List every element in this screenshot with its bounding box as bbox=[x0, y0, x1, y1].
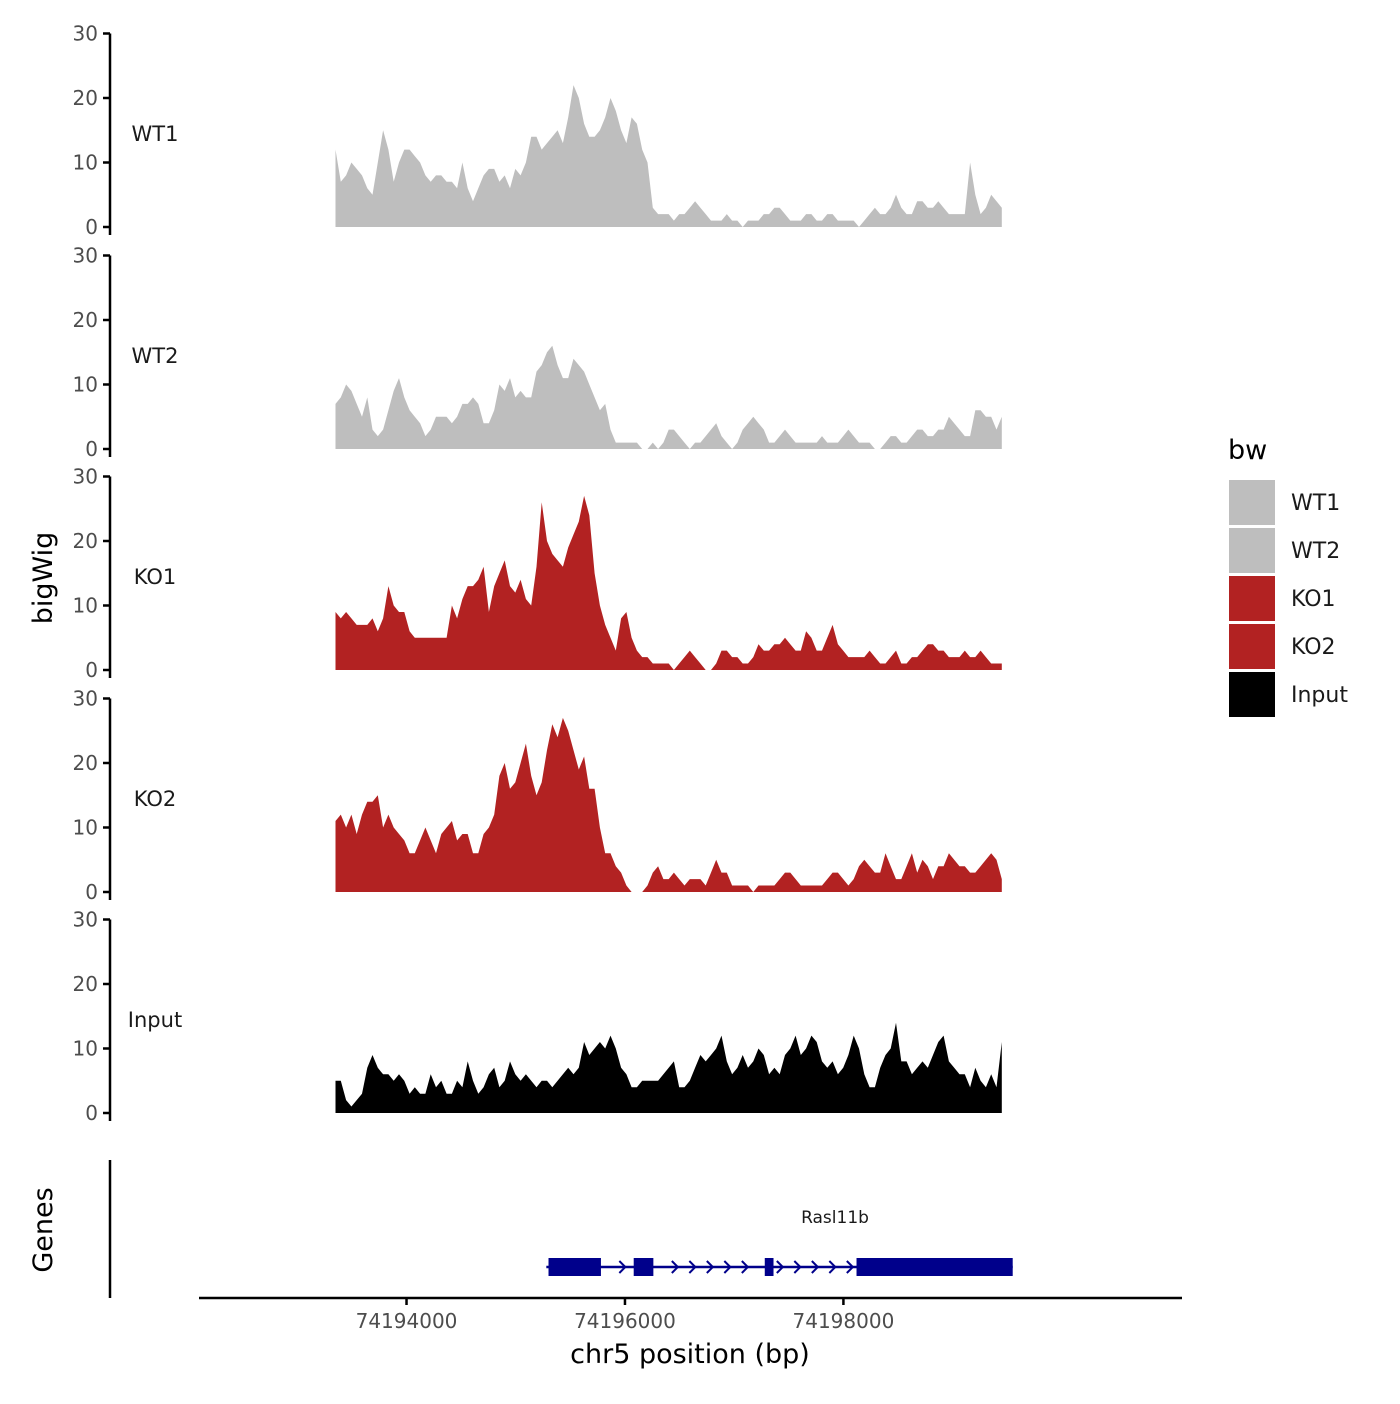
gene-exon-2 bbox=[633, 1258, 654, 1276]
gene-strand-arrow bbox=[618, 1260, 627, 1274]
area-ko2 bbox=[335, 717, 1002, 892]
gene-strand-arrow bbox=[723, 1260, 732, 1274]
gene-strand-arrow bbox=[846, 1260, 855, 1274]
gene-strand-arrow bbox=[811, 1260, 820, 1274]
legend: bw WT1 WT2 KO1 KO2 Input bbox=[1228, 435, 1348, 717]
x-tick-label-74196000: 74196000 bbox=[574, 1309, 676, 1333]
y-tick-label-ko2-10: 10 bbox=[73, 816, 98, 840]
track-input: 0 10 20 30 Input bbox=[73, 908, 1002, 1125]
y-tick-label-input-10: 10 bbox=[73, 1037, 98, 1061]
y-tick-label-wt2-0: 0 bbox=[85, 437, 98, 461]
y-tick-label-input-0: 0 bbox=[85, 1101, 98, 1125]
gene-strand-arrow bbox=[741, 1260, 750, 1274]
x-tick-label-74194000: 74194000 bbox=[356, 1309, 458, 1333]
track-label-wt1: WT1 bbox=[132, 122, 179, 146]
y-tick-label-ko1-20: 20 bbox=[73, 529, 98, 553]
x-tick-label-74198000: 74198000 bbox=[793, 1309, 895, 1333]
y-tick-label-wt1-10: 10 bbox=[73, 151, 98, 175]
track-wt2: 0 10 20 30 WT2 bbox=[73, 244, 1002, 461]
legend-label-ko2: KO2 bbox=[1291, 635, 1336, 660]
track-label-ko2: KO2 bbox=[134, 787, 177, 811]
y-tick-label-wt1-30: 30 bbox=[73, 22, 98, 46]
track-label-wt2: WT2 bbox=[132, 344, 179, 368]
y-tick-label-input-20: 20 bbox=[73, 972, 98, 996]
x-axis: 74194000 74196000 74198000 bbox=[199, 1296, 1182, 1333]
track-ko1: 0 10 20 30 KO1 bbox=[73, 465, 1002, 682]
legend-label-wt2: WT2 bbox=[1291, 539, 1340, 564]
y-tick-label-ko2-20: 20 bbox=[73, 751, 98, 775]
legend-label-wt1: WT1 bbox=[1291, 491, 1340, 516]
gene-strand-arrow bbox=[793, 1260, 802, 1274]
y-tick-label-wt1-0: 0 bbox=[85, 215, 98, 239]
area-wt1 bbox=[335, 85, 1002, 227]
y-tick-label-wt2-10: 10 bbox=[73, 373, 98, 397]
legend-key-wt1 bbox=[1229, 480, 1275, 525]
gene-model-rasl11b bbox=[546, 1258, 1013, 1276]
y-tick-label-ko2-30: 30 bbox=[73, 687, 98, 711]
gene-label-rasl11b: Rasl11b bbox=[801, 1208, 869, 1228]
tracks-group: 0 10 20 30 WT1 0 10 20 30 WT2 0 10 20 30 KO1 0 10 20 30 KO2… bbox=[73, 22, 1002, 1125]
gene-strand-arrow bbox=[688, 1260, 697, 1274]
y-tick-label-wt2-30: 30 bbox=[73, 244, 98, 268]
gene-exon-1 bbox=[548, 1258, 601, 1276]
gene-exon-4 bbox=[856, 1258, 1013, 1276]
gene-strand-arrow bbox=[828, 1260, 837, 1274]
track-label-ko1: KO1 bbox=[134, 565, 177, 589]
y-tick-label-ko2-0: 0 bbox=[85, 880, 98, 904]
y-tick-label-input-30: 30 bbox=[73, 908, 98, 932]
legend-key-input bbox=[1229, 672, 1275, 717]
gene-exon-3 bbox=[764, 1258, 774, 1276]
legend-key-wt2 bbox=[1229, 528, 1275, 573]
y-tick-label-wt2-20: 20 bbox=[73, 308, 98, 332]
track-wt1: 0 10 20 30 WT1 bbox=[73, 22, 1002, 239]
track-ko2: 0 10 20 30 KO2 bbox=[73, 687, 1002, 904]
x-axis-title: chr5 position (bp) bbox=[570, 1339, 810, 1370]
legend-label-input: Input bbox=[1291, 683, 1348, 708]
genes-axis-title: Genes bbox=[28, 1187, 59, 1272]
area-input bbox=[335, 1022, 1002, 1113]
y-tick-label-ko1-10: 10 bbox=[73, 594, 98, 618]
track-label-input: Input bbox=[128, 1008, 182, 1032]
y-axis-title: bigWig bbox=[28, 532, 59, 625]
gene-strand-arrow bbox=[706, 1260, 715, 1274]
area-wt2 bbox=[335, 345, 1002, 449]
gene-panel: Rasl11b bbox=[108, 1160, 1013, 1298]
y-tick-label-ko1-30: 30 bbox=[73, 465, 98, 489]
y-tick-label-wt1-20: 20 bbox=[73, 86, 98, 110]
legend-label-ko1: KO1 bbox=[1291, 587, 1336, 612]
y-tick-label-ko1-0: 0 bbox=[85, 658, 98, 682]
gene-strand-arrow bbox=[671, 1260, 680, 1274]
legend-key-ko2 bbox=[1229, 624, 1275, 669]
area-ko1 bbox=[335, 495, 1002, 670]
legend-title: bw bbox=[1228, 435, 1267, 466]
legend-key-ko1 bbox=[1229, 576, 1275, 621]
gene-strand-arrow bbox=[776, 1260, 785, 1274]
